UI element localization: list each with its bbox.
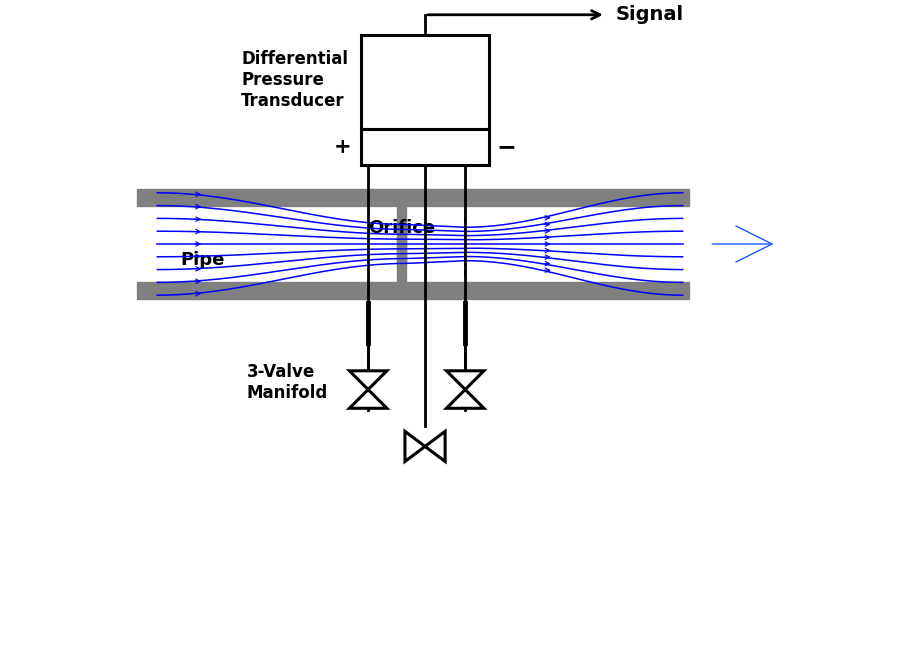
- Bar: [361, 35, 489, 128]
- Text: 3-Valve
Manifold: 3-Valve Manifold: [247, 364, 328, 403]
- Text: −: −: [497, 135, 516, 159]
- Polygon shape: [447, 390, 484, 409]
- Polygon shape: [349, 371, 387, 390]
- Polygon shape: [405, 431, 425, 462]
- Text: Pipe: Pipe: [181, 251, 226, 269]
- Text: Orifice: Orifice: [368, 219, 436, 237]
- Bar: [361, 128, 489, 165]
- Polygon shape: [349, 390, 387, 409]
- Text: Signal: Signal: [616, 5, 684, 24]
- Polygon shape: [425, 431, 445, 462]
- Polygon shape: [447, 371, 484, 390]
- Text: +: +: [334, 137, 351, 157]
- Text: Differential
Pressure
Transducer: Differential Pressure Transducer: [241, 50, 348, 110]
